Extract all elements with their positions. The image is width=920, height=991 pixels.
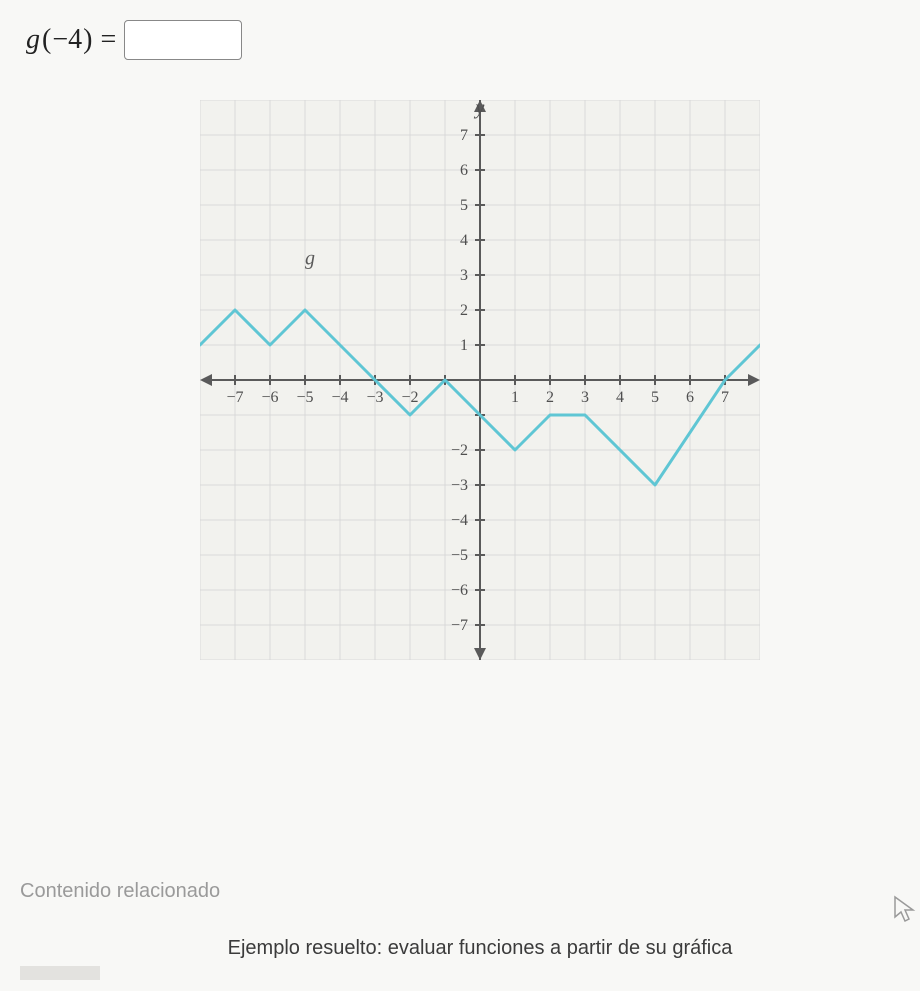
svg-text:−5: −5	[296, 389, 313, 406]
bottom-accent	[20, 966, 100, 980]
svg-text:2: 2	[546, 389, 554, 406]
function-arg: −4	[52, 24, 82, 56]
svg-text:2: 2	[460, 302, 468, 319]
svg-text:−6: −6	[261, 389, 278, 406]
svg-text:−3: −3	[366, 389, 383, 406]
worked-example-link[interactable]: Ejemplo resuelto: evaluar funciones a pa…	[20, 937, 920, 960]
svg-text:y: y	[474, 100, 485, 119]
svg-text:3: 3	[581, 389, 589, 406]
svg-text:1: 1	[460, 337, 468, 354]
svg-text:4: 4	[616, 389, 624, 406]
svg-text:g: g	[305, 248, 315, 270]
equation: g ( −4 ) =	[26, 20, 920, 60]
svg-text:1: 1	[511, 389, 519, 406]
svg-text:−3: −3	[451, 477, 468, 494]
close-paren: )	[83, 24, 92, 56]
cursor-icon	[892, 895, 918, 925]
svg-text:5: 5	[460, 197, 468, 214]
answer-input[interactable]	[124, 20, 242, 60]
related-content-heading: Contenido relacionado	[20, 880, 920, 903]
open-paren: (	[42, 24, 51, 56]
function-graph: −7−6−5−4−3−21234567−7−6−5−4−3−21234567xy…	[200, 100, 760, 660]
equals-sign: =	[100, 24, 116, 56]
svg-text:5: 5	[651, 389, 659, 406]
svg-text:−2: −2	[401, 389, 418, 406]
svg-text:3: 3	[460, 267, 468, 284]
svg-text:−4: −4	[331, 389, 348, 406]
function-name: g	[26, 24, 40, 56]
chart-container: −7−6−5−4−3−21234567−7−6−5−4−3−21234567xy…	[20, 100, 920, 660]
svg-text:6: 6	[686, 389, 694, 406]
svg-text:−7: −7	[226, 389, 243, 406]
svg-text:−4: −4	[451, 512, 468, 529]
svg-text:6: 6	[460, 162, 468, 179]
svg-text:7: 7	[721, 389, 729, 406]
svg-text:7: 7	[460, 127, 468, 144]
svg-text:−5: −5	[451, 547, 468, 564]
svg-text:−7: −7	[451, 617, 468, 634]
svg-text:−6: −6	[451, 582, 468, 599]
svg-text:4: 4	[460, 232, 468, 249]
svg-text:−2: −2	[451, 442, 468, 459]
